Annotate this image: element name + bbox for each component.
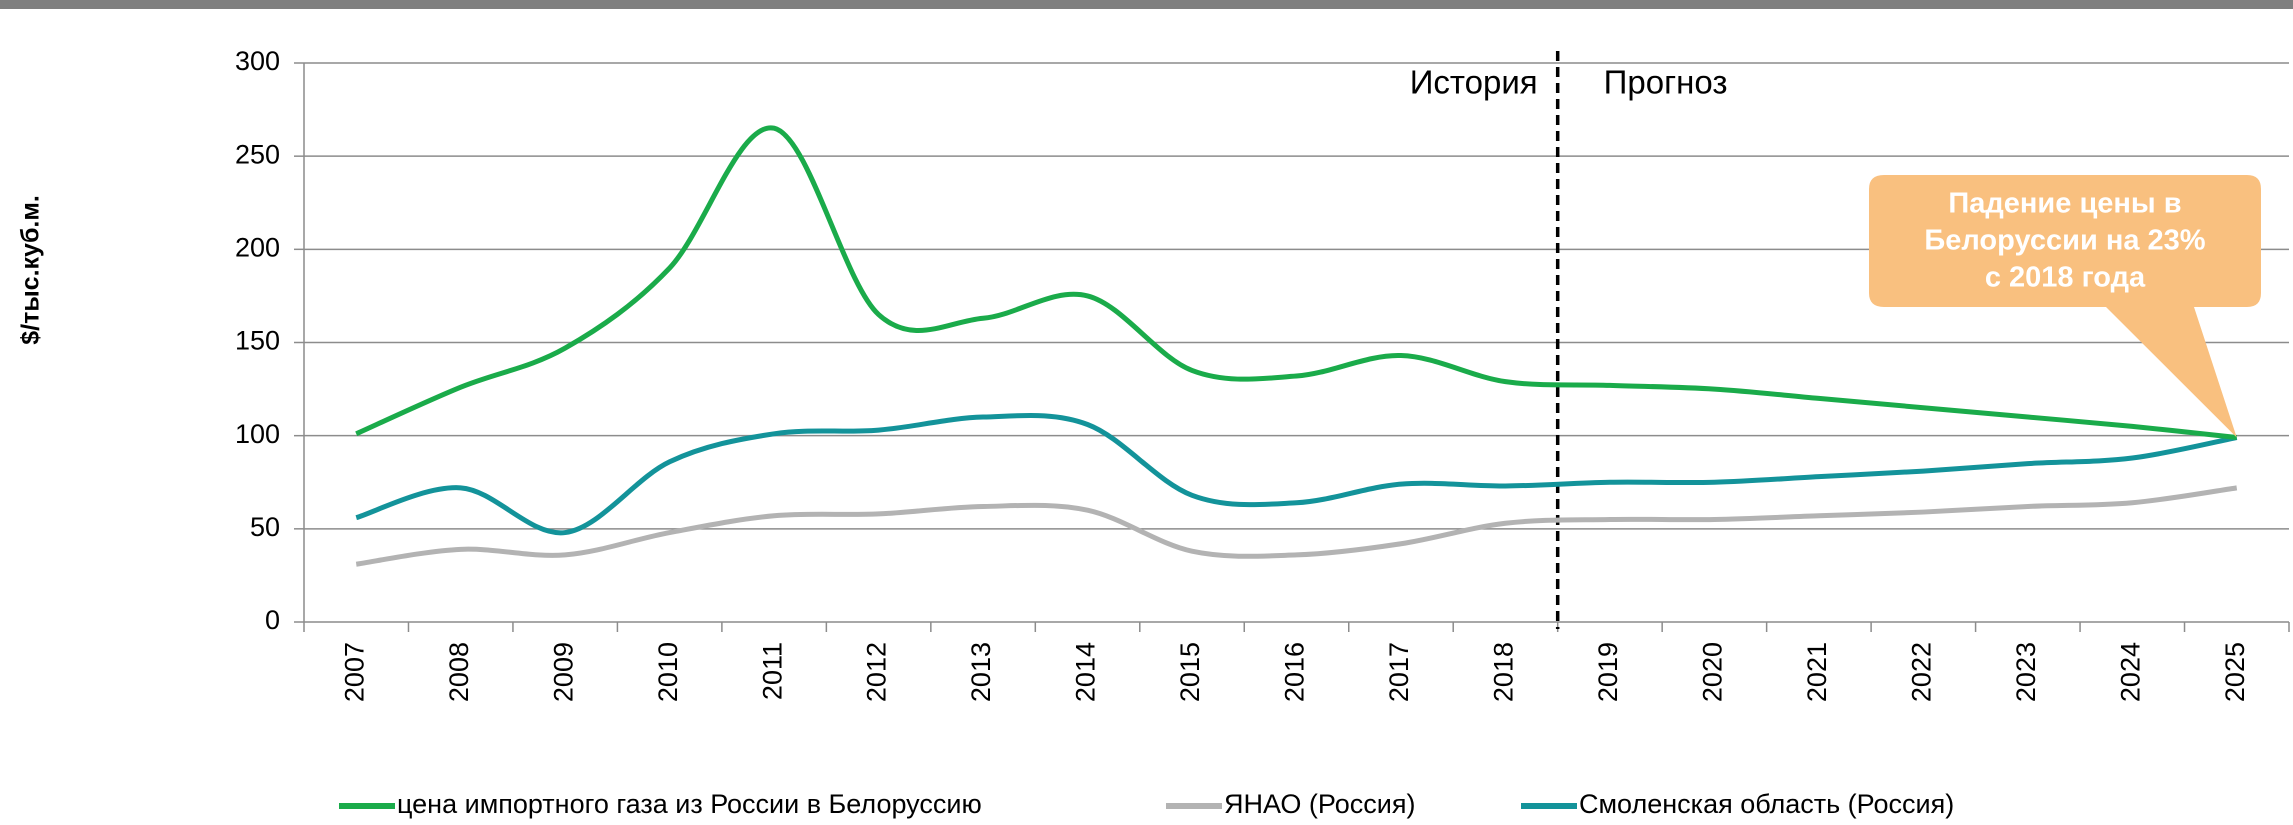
- x-tick-label: 2016: [1280, 642, 1310, 702]
- y-tick-label: 50: [250, 512, 280, 542]
- x-tick-label: 2022: [1906, 642, 1936, 702]
- callout-text: Падение цены в: [1948, 188, 2181, 220]
- x-tick-label: 2023: [2011, 642, 2041, 702]
- history-label: История: [1410, 64, 1538, 101]
- series-line: [355, 125, 2238, 441]
- legend-label: Смоленская область (Россия): [1579, 789, 1954, 819]
- x-tick-label: 2012: [862, 642, 892, 702]
- legend-label: ЯНАО (Россия): [1224, 789, 1415, 819]
- callout-text: Белоруссии на 23%: [1924, 225, 2205, 257]
- x-tick-label: 2015: [1175, 642, 1205, 702]
- x-tick-label: 2019: [1593, 642, 1623, 702]
- x-tick-label: 2008: [444, 642, 474, 702]
- x-tick-label: 2024: [2115, 642, 2145, 702]
- x-tick-label: 2021: [1802, 642, 1832, 702]
- callout-text: с 2018 года: [1985, 262, 2146, 294]
- x-tick-label: 2014: [1071, 642, 1101, 702]
- x-tick-label: 2010: [653, 642, 683, 702]
- forecast-label: Прогноз: [1604, 64, 1728, 101]
- y-tick-label: 250: [235, 139, 280, 169]
- x-tick-label: 2009: [548, 642, 578, 702]
- legend-label: цена импортного газа из России в Белорус…: [397, 789, 982, 819]
- top-bar: [0, 0, 2293, 9]
- x-tick-label: 2013: [966, 642, 996, 702]
- x-tick-label: 2020: [1698, 642, 1728, 702]
- x-tick-label: 2007: [339, 642, 369, 702]
- x-tick-label: 2025: [2220, 642, 2250, 702]
- y-tick-label: 200: [235, 232, 280, 262]
- y-tick-label: 100: [235, 419, 280, 449]
- y-tick-label: 0: [265, 605, 280, 635]
- y-axis-label: $/тыс.куб.м.: [17, 195, 45, 345]
- series-line: [355, 412, 2238, 536]
- callout-box: [1869, 175, 2261, 438]
- x-tick-label: 2018: [1489, 642, 1519, 702]
- x-tick-label: 2017: [1384, 642, 1414, 702]
- x-tick-label: 2011: [757, 642, 787, 700]
- series-line: [355, 485, 2238, 567]
- y-tick-label: 150: [235, 326, 280, 356]
- y-tick-label: 300: [235, 46, 280, 76]
